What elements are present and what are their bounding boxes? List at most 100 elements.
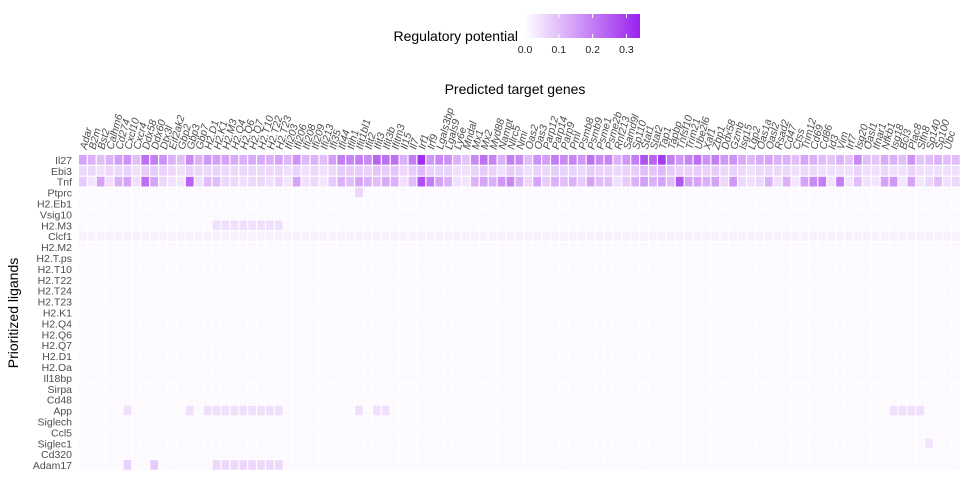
heatmap-cell (123, 220, 132, 231)
heatmap-cell (301, 253, 310, 263)
heatmap-cell (185, 460, 194, 470)
heatmap-cell (889, 220, 898, 231)
heatmap-cell (230, 416, 239, 427)
heatmap-cell (470, 340, 479, 350)
heatmap-cell (943, 296, 951, 307)
heatmap-cell (809, 307, 818, 318)
heatmap-cell (479, 351, 488, 361)
heatmap-cell (470, 176, 479, 187)
heatmap-cell (649, 263, 657, 274)
heatmap-cell (212, 438, 221, 449)
heatmap-cell (355, 307, 363, 318)
heatmap-cell (533, 220, 542, 231)
heatmap-cell (292, 285, 301, 296)
heatmap-cell (488, 449, 497, 459)
heatmap-cell (711, 198, 720, 209)
heatmap-cell (114, 242, 123, 252)
heatmap-cell (185, 383, 194, 394)
heatmap-cell (524, 220, 533, 231)
heatmap-cell (631, 242, 640, 252)
heatmap-cell (827, 427, 835, 438)
heatmap-cell (337, 165, 346, 176)
heatmap-cell (711, 351, 720, 361)
heatmap-cell (560, 296, 568, 307)
heatmap-cell (604, 187, 613, 198)
heatmap-cell (845, 394, 853, 405)
heatmap-cell (515, 351, 524, 361)
heatmap-cell (613, 449, 622, 459)
heatmap-cell (934, 209, 942, 220)
heatmap-cell (355, 209, 363, 220)
heatmap-cell (943, 198, 951, 209)
heatmap-cell (435, 198, 444, 209)
heatmap-cell (283, 220, 292, 231)
heatmap-cell (604, 263, 613, 274)
heatmap-cell (764, 405, 773, 416)
heatmap-cell (604, 318, 613, 329)
heatmap-cell (934, 274, 942, 285)
heatmap-cell (381, 318, 390, 329)
heatmap-cell (212, 231, 221, 241)
heatmap-cell (248, 155, 256, 165)
heatmap-cell (702, 155, 711, 165)
heatmap-cell (310, 176, 319, 187)
heatmap-cell (105, 165, 114, 176)
heatmap-cell (916, 340, 925, 350)
heatmap-cell (105, 416, 114, 427)
heatmap-cell (952, 318, 960, 329)
heatmap-cell (150, 263, 158, 274)
heatmap-cell (435, 394, 444, 405)
heatmap-cell (764, 220, 773, 231)
heatmap-cell (854, 231, 862, 241)
heatmap-cell (168, 285, 176, 296)
heatmap-cell (524, 449, 533, 459)
heatmap-cell (880, 263, 889, 274)
heatmap-cell (141, 416, 150, 427)
heatmap-cell (738, 253, 746, 263)
heatmap-cell (631, 165, 640, 176)
heatmap-cell (720, 438, 729, 449)
heatmap-cell (622, 198, 631, 209)
heatmap-cell (898, 274, 907, 285)
heatmap-cell (283, 187, 292, 198)
heatmap-cell (292, 318, 301, 329)
heatmap-cell (408, 362, 417, 372)
heatmap-cell (194, 296, 203, 307)
heatmap-cell (328, 209, 337, 220)
heatmap-cell (693, 383, 702, 394)
heatmap-cell (390, 362, 399, 372)
heatmap-cell (426, 405, 435, 416)
heatmap-cell (889, 340, 898, 350)
heatmap-cell (934, 372, 942, 383)
heatmap-cell (524, 340, 533, 350)
heatmap-cell (444, 274, 452, 285)
heatmap-cell (560, 405, 568, 416)
heatmap-cell (551, 351, 559, 361)
heatmap-cell (79, 329, 87, 340)
heatmap-cell (274, 438, 283, 449)
heatmap-cell (488, 438, 497, 449)
heatmap-cell (952, 340, 960, 350)
heatmap-cell (123, 329, 132, 340)
heatmap-cell (854, 198, 862, 209)
heatmap-cell (560, 438, 568, 449)
heatmap-cell (613, 165, 622, 176)
heatmap-cell (845, 296, 853, 307)
heatmap-cell (649, 176, 657, 187)
heatmap-cell (319, 253, 328, 263)
heatmap-cell (301, 329, 310, 340)
heatmap-cell (381, 405, 390, 416)
heatmap-cell (684, 307, 693, 318)
heatmap-cell (889, 416, 898, 427)
heatmap-cell (862, 209, 871, 220)
heatmap-cell (453, 318, 461, 329)
heatmap-cell (675, 340, 684, 350)
heatmap-cell (560, 427, 568, 438)
heatmap-cell (631, 176, 640, 187)
heatmap-cell (756, 242, 764, 252)
heatmap-cell (266, 383, 274, 394)
heatmap-cell (123, 383, 132, 394)
heatmap-cell (150, 416, 158, 427)
heatmap-cell (479, 438, 488, 449)
heatmap-cell (239, 416, 248, 427)
